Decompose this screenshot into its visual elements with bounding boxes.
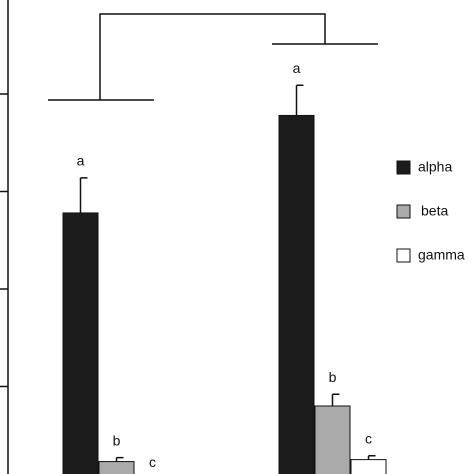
significance-letter: c xyxy=(365,430,372,446)
legend-label: alpha xyxy=(418,159,452,175)
error-bar xyxy=(331,393,340,406)
legend-label: beta xyxy=(421,203,448,219)
legend-swatch xyxy=(396,160,411,175)
significance-letter: c xyxy=(149,454,156,470)
significance-bracket xyxy=(48,13,378,101)
legend-label: gamma xyxy=(418,247,465,263)
error-bar xyxy=(115,456,124,462)
error-bar xyxy=(295,84,304,116)
bar xyxy=(350,459,387,474)
significance-letter: b xyxy=(329,369,337,385)
bar xyxy=(62,212,99,474)
bar xyxy=(314,405,351,474)
legend-swatch xyxy=(396,204,411,219)
significance-letter: b xyxy=(113,432,121,448)
bar xyxy=(278,114,315,474)
significance-letter: a xyxy=(77,153,85,169)
error-bar xyxy=(367,454,376,460)
legend-swatch xyxy=(396,248,411,263)
error-bar xyxy=(79,177,88,213)
significance-letter: a xyxy=(293,60,301,76)
bar xyxy=(98,461,135,474)
